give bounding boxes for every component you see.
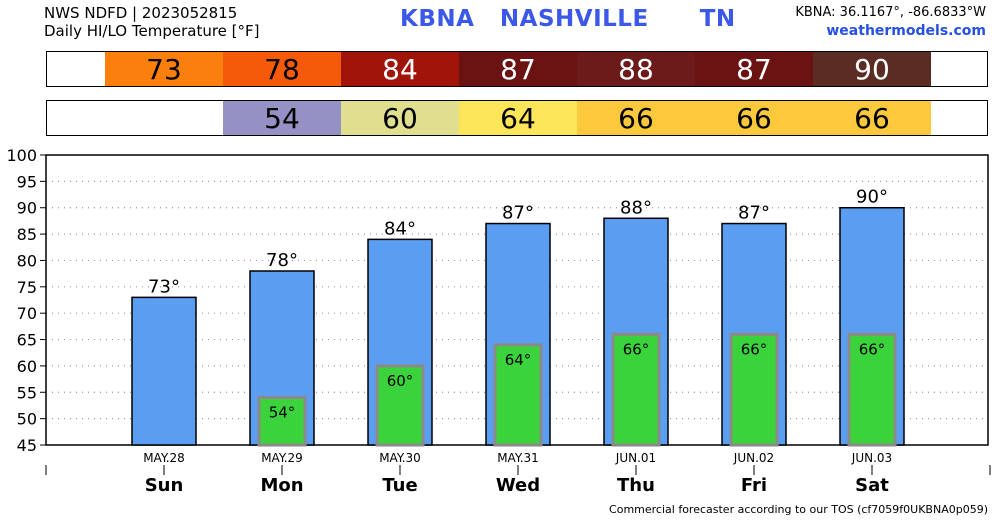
variable-label: Daily HI/LO Temperature [°F] [44,22,260,40]
x-date-label: MAY.29 [261,451,303,465]
x-day-label: Wed [496,475,540,496]
low-temp-strip: 54 60 64 66 66 66 [46,100,988,136]
high-bar-label: 84° [384,218,416,239]
low-bar [257,396,307,447]
low-temp-cell [105,101,223,135]
low-temp-cell: 60 [341,101,459,135]
x-date-label: JUN.01 [615,451,656,465]
y-tick-label: 95 [17,172,37,191]
y-tick-label: 50 [17,410,37,429]
high-bar-label: 87° [738,203,770,224]
y-tick-label: 90 [17,199,37,218]
x-date-label: MAY.31 [497,451,539,465]
low-temp-cell: 66 [577,101,695,135]
high-temp-strip: 73 78 84 87 88 87 90 [46,51,988,87]
low-bar-label: 66° [859,340,886,358]
x-date-label: MAY.30 [379,451,421,465]
low-temp-cell: 66 [813,101,931,135]
y-tick-label: 55 [17,383,37,402]
footer-note: Commercial forecaster according to our T… [609,503,988,516]
high-bar-label: 90° [856,187,888,208]
low-temp-cell: 66 [695,101,813,135]
x-day-label: Mon [260,475,303,496]
x-day-label: Tue [382,475,417,496]
high-temp-cell: 84 [341,52,459,86]
header-right: KBNA: 36.1167°, -86.6833°W weathermodels… [795,4,986,40]
low-temp-cell: 54 [223,101,341,135]
y-tick-label: 85 [17,225,37,244]
site-link[interactable]: weathermodels.com [826,23,986,39]
station-title: KBNA NASHVILLE TN [400,6,736,32]
x-day-label: Fri [741,475,767,496]
low-bar-label: 60° [387,372,414,390]
x-day-label: Thu [617,475,655,496]
low-bar-label: 64° [505,351,532,369]
high-temp-cell: 87 [695,52,813,86]
y-tick-label: 70 [17,304,37,323]
low-bar [375,364,425,447]
low-bar [611,332,661,447]
high-temp-cell: 73 [105,52,223,86]
y-tick-label: 60 [17,357,37,376]
high-bar-label: 88° [620,197,652,218]
temperature-bar-chart: 45 50 55 60 65 70 75 80 85 90 95 100 73° MAY.28 Sun 78°… [6,146,991,496]
high-bar-label: 78° [266,250,298,271]
y-tick-label: 45 [17,436,37,455]
low-temp-cell: 64 [459,101,577,135]
x-day-label: Sat [855,475,889,496]
low-bar [493,343,543,447]
y-tick-label: 75 [17,278,37,297]
x-date-label: MAY.28 [143,451,185,465]
high-temp-cell: 88 [577,52,695,86]
low-bar-label: 54° [269,404,296,422]
x-day-label: Sun [145,475,184,496]
low-bar-label: 66° [741,340,768,358]
low-bar-label: 66° [623,340,650,358]
station-coords: KBNA: 36.1167°, -86.6833°W [795,5,986,20]
high-bar-label: 73° [148,276,180,297]
low-bar [729,332,779,447]
high-temp-cell: 78 [223,52,341,86]
x-date-label: JUN.03 [851,451,892,465]
y-tick-label: 65 [17,331,37,350]
y-tick-label: 80 [17,251,37,270]
low-bar [847,332,897,447]
high-temp-cell: 87 [459,52,577,86]
y-tick-label: 100 [6,146,37,165]
model-run-label: NWS NDFD | 2023052815 [44,4,238,22]
high-bar-label: 87° [502,203,534,224]
header-left: NWS NDFD | 2023052815 Daily HI/LO Temper… [44,4,260,40]
high-bar [131,296,197,446]
x-date-label: JUN.02 [733,451,774,465]
high-temp-cell: 90 [813,52,931,86]
